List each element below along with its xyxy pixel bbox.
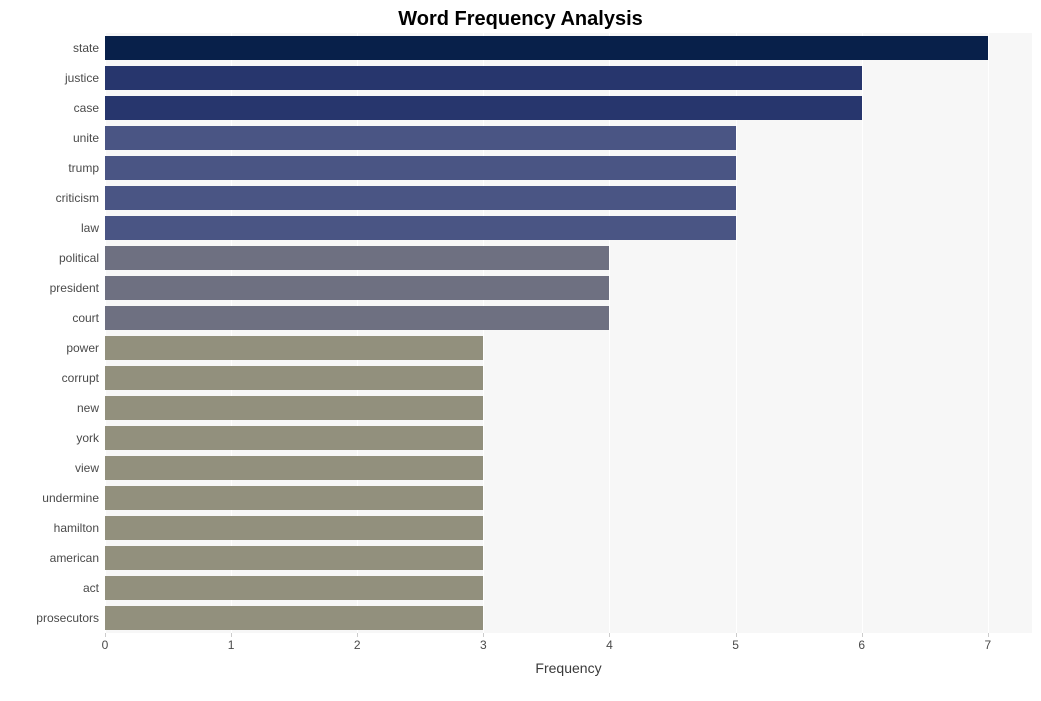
y-tick-label: hamilton xyxy=(54,513,99,543)
y-tick-label: york xyxy=(76,423,99,453)
gridline xyxy=(357,33,358,633)
gridline xyxy=(105,33,106,633)
bar xyxy=(105,426,483,451)
bar xyxy=(105,126,736,151)
bar xyxy=(105,366,483,391)
bar xyxy=(105,66,862,91)
bar xyxy=(105,246,609,271)
y-tick-label: trump xyxy=(68,153,99,183)
x-tick xyxy=(483,633,484,637)
x-tick-label: 2 xyxy=(354,638,361,652)
y-tick-label: act xyxy=(83,573,99,603)
bar xyxy=(105,456,483,481)
bar xyxy=(105,336,483,361)
x-tick-label: 7 xyxy=(985,638,992,652)
chart-title: Word Frequency Analysis xyxy=(0,8,1041,31)
gridline xyxy=(862,33,863,633)
x-tick-label: 3 xyxy=(480,638,487,652)
y-tick-label: justice xyxy=(65,63,99,93)
bar xyxy=(105,306,609,331)
x-tick-label: 0 xyxy=(102,638,109,652)
bar xyxy=(105,36,988,61)
y-tick-label: corrupt xyxy=(62,363,99,393)
y-tick-label: state xyxy=(73,33,99,63)
y-tick-label: undermine xyxy=(42,483,99,513)
bar xyxy=(105,606,483,631)
y-tick-label: criticism xyxy=(56,183,99,213)
gridline xyxy=(231,33,232,633)
bar xyxy=(105,276,609,301)
y-tick-label: prosecutors xyxy=(36,603,99,633)
x-axis-title: Frequency xyxy=(105,660,1032,676)
x-tick-label: 5 xyxy=(732,638,739,652)
x-tick xyxy=(736,633,737,637)
y-tick-label: american xyxy=(50,543,99,573)
bar xyxy=(105,156,736,181)
bar xyxy=(105,396,483,421)
y-tick-label: new xyxy=(77,393,99,423)
x-tick xyxy=(988,633,989,637)
x-tick xyxy=(609,633,610,637)
y-tick-label: political xyxy=(59,243,99,273)
x-tick-label: 1 xyxy=(228,638,235,652)
x-tick xyxy=(862,633,863,637)
x-tick-label: 4 xyxy=(606,638,613,652)
y-tick-label: power xyxy=(66,333,99,363)
gridline xyxy=(483,33,484,633)
bar xyxy=(105,216,736,241)
y-tick-label: view xyxy=(75,453,99,483)
y-tick-label: unite xyxy=(73,123,99,153)
y-tick-label: case xyxy=(74,93,99,123)
y-tick-label: president xyxy=(50,273,99,303)
gridline xyxy=(736,33,737,633)
bar xyxy=(105,576,483,601)
y-tick-label: law xyxy=(81,213,99,243)
plot-area xyxy=(105,33,1032,633)
x-tick xyxy=(105,633,106,637)
gridline xyxy=(609,33,610,633)
gridline xyxy=(988,33,989,633)
chart-container: Word Frequency Analysis Frequency 0 1 2 3 4 5… xyxy=(0,0,1041,701)
y-tick-label: court xyxy=(72,303,99,333)
x-tick xyxy=(357,633,358,637)
bar xyxy=(105,546,483,571)
x-tick xyxy=(231,633,232,637)
bar xyxy=(105,486,483,511)
x-tick-label: 6 xyxy=(858,638,865,652)
bar xyxy=(105,96,862,121)
bar xyxy=(105,186,736,211)
bar xyxy=(105,516,483,541)
